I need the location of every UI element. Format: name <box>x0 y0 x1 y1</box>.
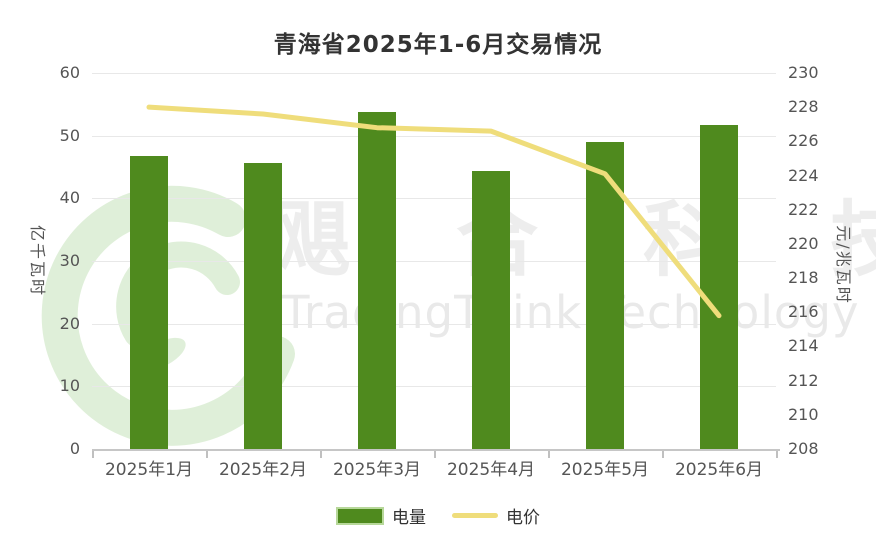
x-axis-label: 2025年4月 <box>446 460 536 480</box>
gridline <box>92 135 776 137</box>
left-axis-tick-label: 10 <box>59 376 80 396</box>
bar-2025年6月 <box>700 125 738 449</box>
right-axis-tick-label: 220 <box>788 233 819 253</box>
x-axis-line <box>92 449 780 451</box>
legend-label-volume: 电量 <box>392 508 426 528</box>
gridline <box>92 386 776 388</box>
right-axis-tick-label: 214 <box>788 336 819 356</box>
right-axis-tick-label: 210 <box>788 404 819 424</box>
legend-item-price[interactable]: 电价 <box>452 503 540 528</box>
bar-2025年2月 <box>244 163 282 449</box>
x-axis-tick <box>548 451 550 458</box>
legend: 电量 电价 <box>0 503 876 528</box>
x-axis-tick <box>320 451 322 458</box>
right-axis-tick-label: 230 <box>788 63 819 82</box>
right-axis-tick-label: 208 <box>788 439 819 458</box>
right-axis-tick-label: 226 <box>788 131 819 151</box>
bar-2025年4月 <box>472 171 510 449</box>
x-axis-label: 2025年3月 <box>332 460 422 480</box>
x-axis-tick <box>662 451 664 458</box>
right-axis-tick-label: 228 <box>788 97 819 117</box>
legend-label-price: 电价 <box>506 508 540 528</box>
bar-2025年1月 <box>130 156 168 449</box>
x-axis-label: 2025年1月 <box>104 460 194 480</box>
left-axis-name: 亿千瓦时 <box>28 224 47 297</box>
right-axis-tick-label: 224 <box>788 165 819 185</box>
line-series-swatch <box>452 513 498 518</box>
x-axis-tick <box>776 451 778 458</box>
right-axis-name: 元/兆瓦时 <box>834 225 853 305</box>
x-axis-tick <box>434 451 436 458</box>
right-axis-tick-label: 218 <box>788 268 819 288</box>
bar-2025年3月 <box>358 111 396 449</box>
x-axis-label: 2025年2月 <box>218 460 308 480</box>
x-axis-tick <box>92 451 94 458</box>
gridline <box>92 198 776 200</box>
chart-title: 青海省2025年1-6月交易情况 <box>273 32 603 58</box>
bar-2025年5月 <box>586 141 624 449</box>
gridline <box>92 261 776 262</box>
left-axis-tick-label: 40 <box>59 188 80 208</box>
right-axis-tick-label: 216 <box>788 302 819 322</box>
bar-series-swatch <box>336 506 384 525</box>
x-axis-label: 2025年6月 <box>674 460 764 480</box>
x-axis-label: 2025年5月 <box>560 460 650 480</box>
right-axis-tick-label: 222 <box>788 199 819 219</box>
left-axis-tick-label: 60 <box>59 63 80 82</box>
left-axis-tick-label: 0 <box>69 439 80 458</box>
gridline <box>92 73 776 74</box>
legend-item-volume[interactable]: 电量 <box>336 503 426 528</box>
x-axis-tick <box>206 451 208 458</box>
right-axis-tick-label: 212 <box>788 370 819 390</box>
gridline <box>92 323 776 325</box>
left-axis-tick-label: 30 <box>59 251 80 270</box>
watermark-char-4: 技 <box>829 193 876 288</box>
left-axis-tick-label: 20 <box>59 313 80 333</box>
left-axis-tick-label: 50 <box>59 125 80 145</box>
